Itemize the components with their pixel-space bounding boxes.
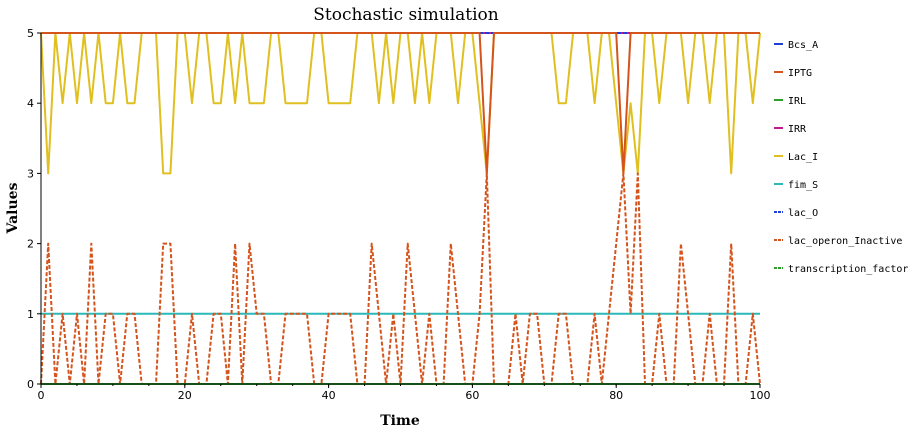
legend-label: Lac_I: [788, 152, 818, 163]
legend-label: IPTG: [788, 68, 812, 79]
y-tick-label: 4: [27, 97, 34, 110]
x-tick-label: 80: [609, 389, 623, 402]
y-tick-label: 0: [27, 378, 34, 391]
x-tick-label: 100: [750, 389, 771, 402]
legend-label: transcription_factor: [788, 264, 908, 275]
x-axis-ticks: 0 20 40 60 80 100: [38, 384, 771, 402]
series-line-lac-operon-inactive: [41, 173, 760, 384]
y-tick-label: 2: [27, 238, 34, 251]
legend-label: fim_S: [788, 180, 818, 191]
series-line-lac-i: [41, 33, 760, 173]
x-axis-label: Time: [380, 413, 420, 428]
y-tick-label: 5: [27, 27, 34, 40]
legend-label: Bcs_A: [788, 40, 818, 51]
legend-label: IRL: [788, 96, 806, 107]
x-tick-label: 0: [38, 389, 45, 402]
y-tick-label: 3: [27, 167, 34, 180]
x-tick-label: 40: [322, 389, 336, 402]
y-tick-label: 1: [27, 308, 34, 321]
x-tick-label: 20: [178, 389, 192, 402]
legend: Bcs_A IPTG IRL IRR Lac_I fim_S lac_O lac_operon…: [774, 40, 908, 275]
legend-label: IRR: [788, 124, 807, 135]
legend-label: lac_O: [788, 208, 818, 219]
x-tick-label: 60: [465, 389, 479, 402]
series-line-iptg: [41, 33, 760, 173]
plot-area: [41, 33, 760, 384]
y-axis-label: Values: [5, 182, 21, 234]
y-axis-ticks: 0 1 2 3 4 5: [27, 27, 41, 391]
chart-title: Stochastic simulation: [313, 5, 499, 25]
legend-label: lac_operon_Inactive: [788, 236, 902, 247]
